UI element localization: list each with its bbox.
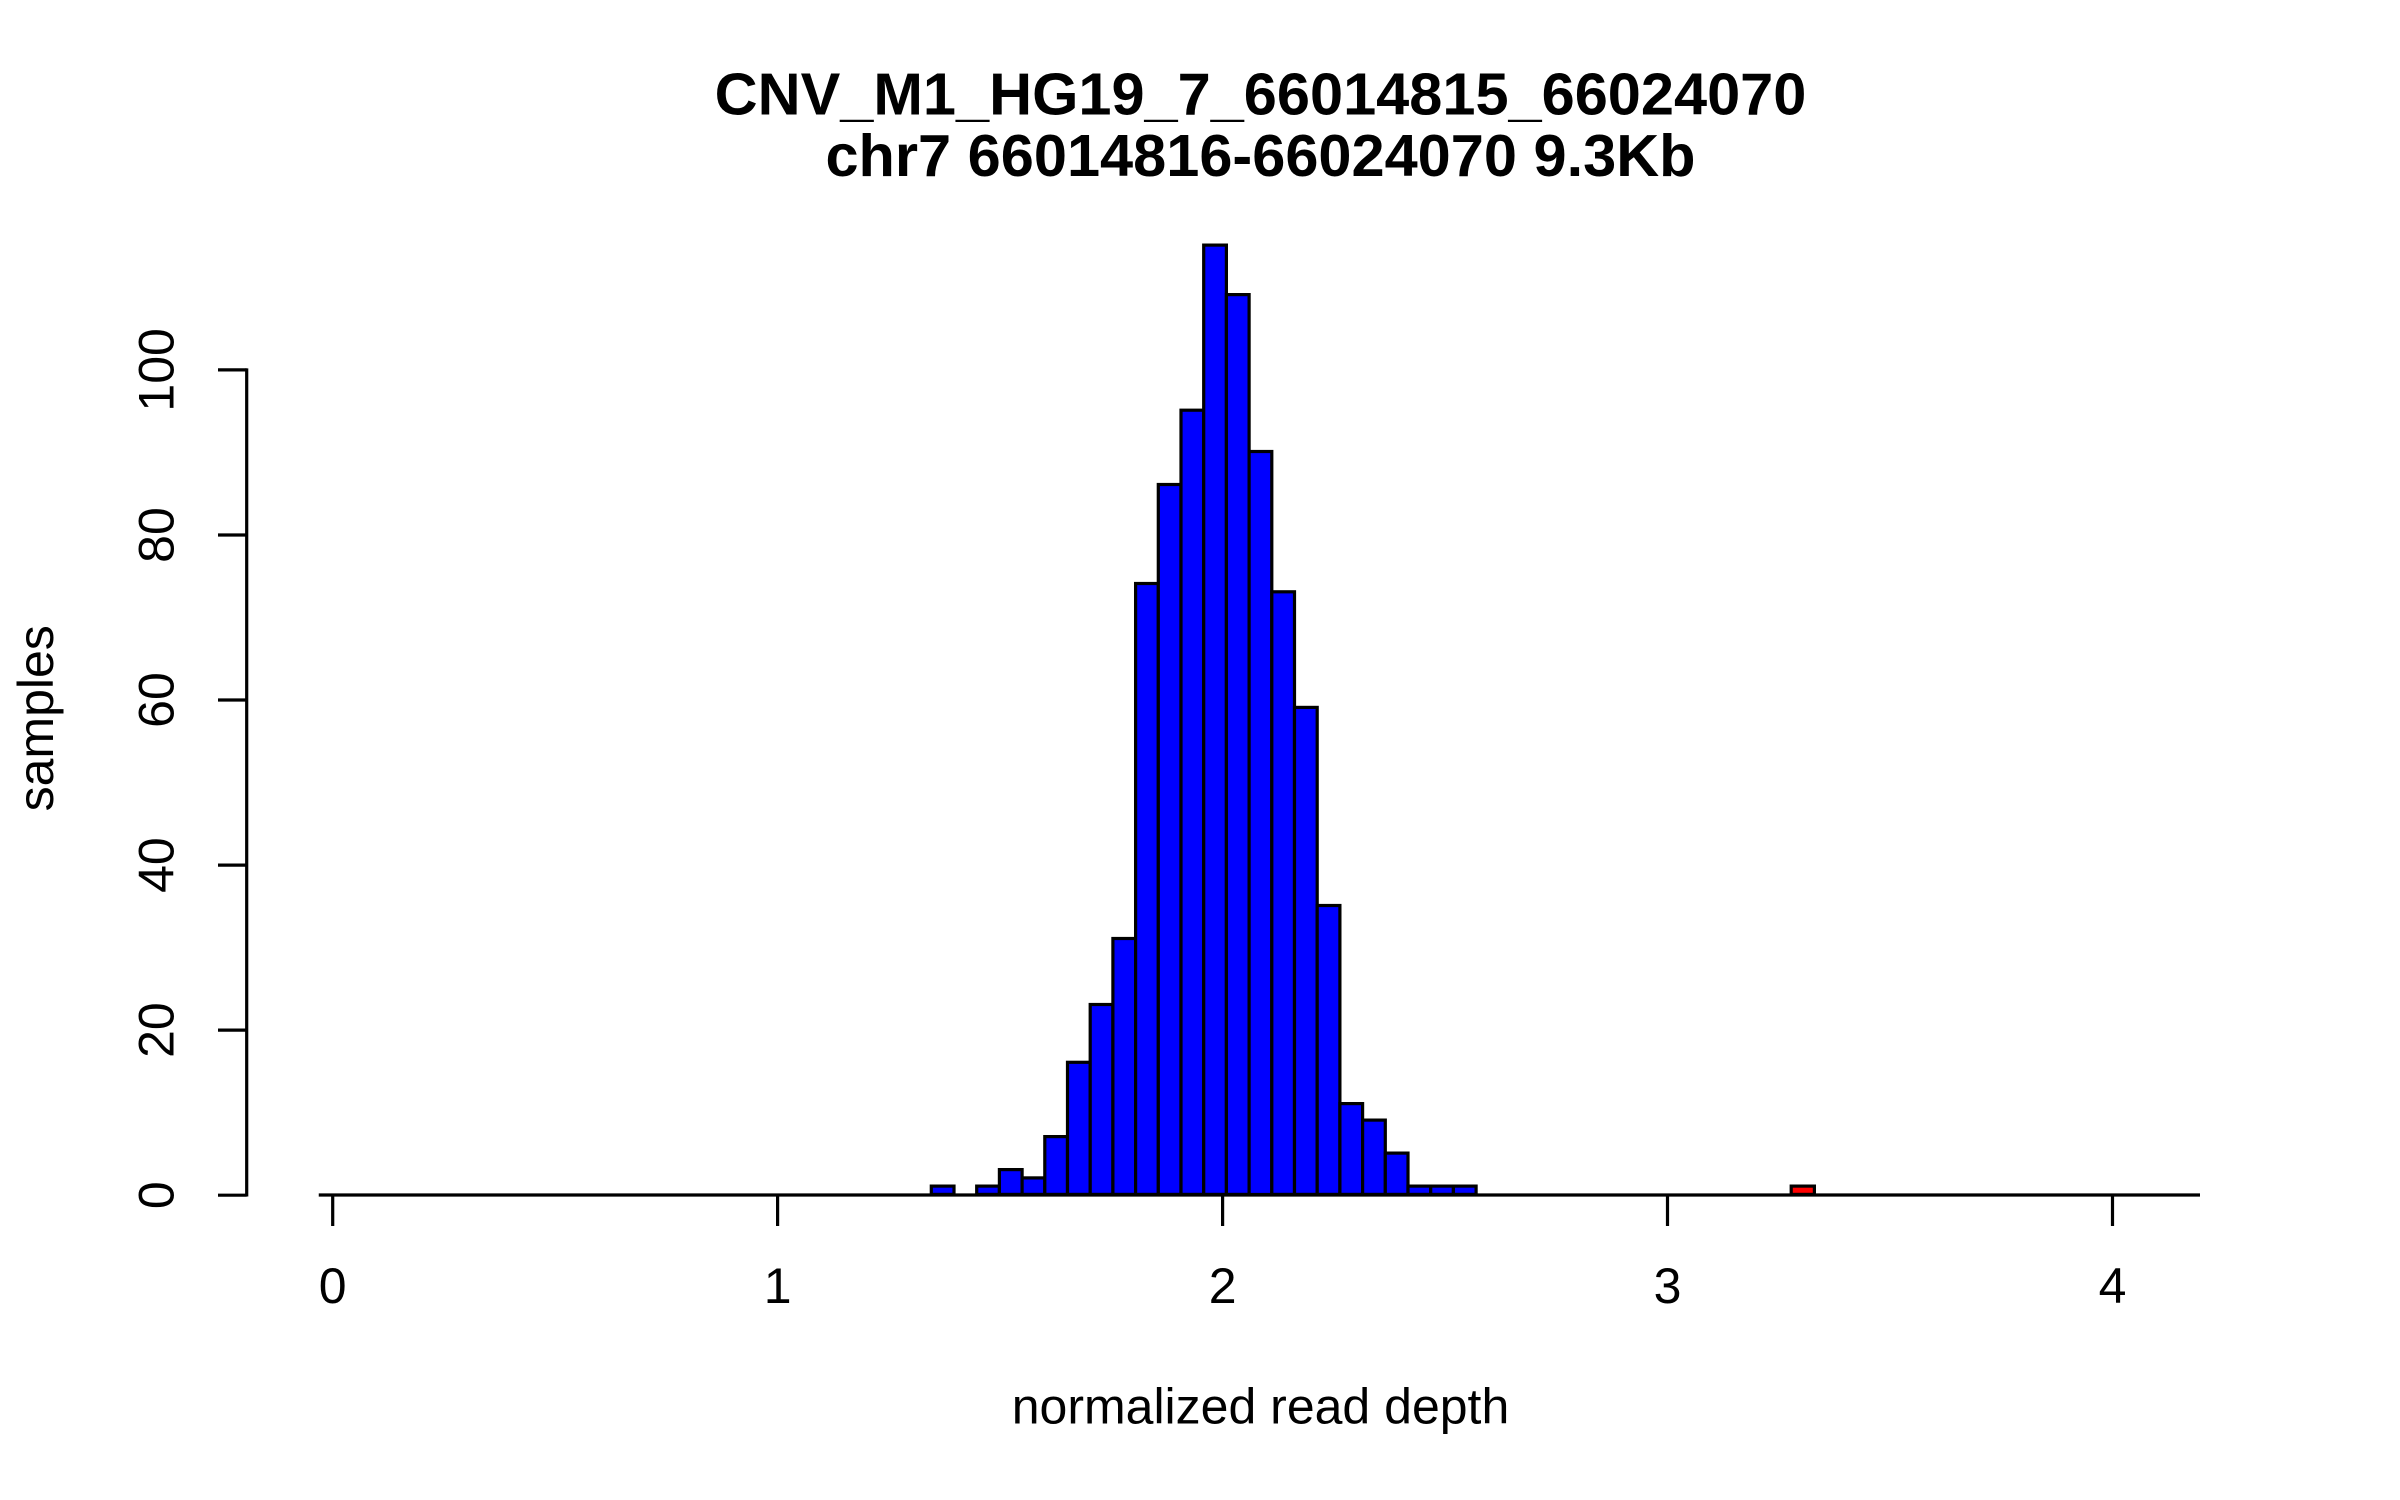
- svg-text:0: 0: [319, 1258, 347, 1314]
- svg-text:normalized read depth: normalized read depth: [1012, 1379, 1510, 1435]
- svg-text:1: 1: [764, 1258, 792, 1314]
- svg-text:3: 3: [1654, 1258, 1682, 1314]
- svg-text:80: 80: [129, 507, 185, 563]
- svg-text:60: 60: [129, 672, 185, 728]
- svg-text:CNV_M1_HG19_7_66014815_6602407: CNV_M1_HG19_7_66014815_66024070: [715, 61, 1807, 128]
- svg-text:2: 2: [1209, 1258, 1237, 1314]
- svg-text:20: 20: [129, 1002, 185, 1058]
- svg-text:100: 100: [129, 328, 185, 411]
- svg-text:4: 4: [2099, 1258, 2127, 1314]
- svg-text:40: 40: [129, 837, 185, 893]
- svg-text:0: 0: [129, 1181, 185, 1209]
- svg-text:samples: samples: [8, 625, 64, 811]
- svg-text:chr7 66014816-66024070 9.3Kb: chr7 66014816-66024070 9.3Kb: [825, 122, 1695, 189]
